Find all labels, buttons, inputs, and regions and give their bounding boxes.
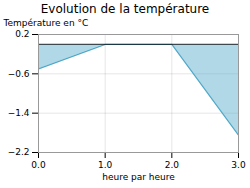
svg-text:2.0: 2.0 — [165, 160, 180, 170]
svg-text:0.2: 0.2 — [15, 29, 29, 39]
svg-text:−2.2: −2.2 — [8, 147, 30, 157]
svg-text:−1.4: −1.4 — [8, 108, 30, 118]
svg-text:0.0: 0.0 — [31, 160, 46, 170]
svg-text:3.0: 3.0 — [231, 160, 246, 170]
html-text:Evolution de la température: Evolution de la température — [40, 2, 210, 16]
svg-text:1.0: 1.0 — [98, 160, 113, 170]
svg-text:Température en °C: Température en °C — [3, 18, 89, 28]
svg-text:heure par heure: heure par heure — [102, 172, 175, 182]
svg-text:−0.6: −0.6 — [8, 69, 30, 79]
